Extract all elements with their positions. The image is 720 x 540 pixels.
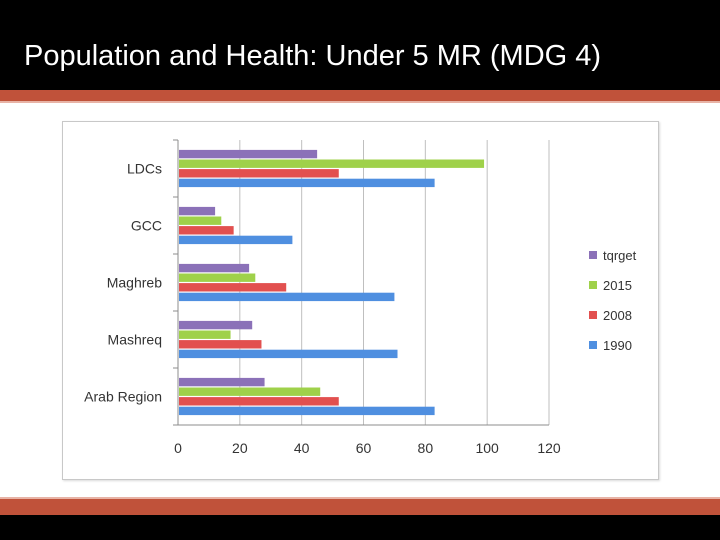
accent-stripe-bottom-thin (0, 497, 720, 499)
legend-swatch (589, 251, 597, 259)
title-bar: Population and Health: Under 5 MR (MDG 4… (0, 0, 720, 90)
x-tick-label: 40 (294, 440, 310, 456)
bar (179, 387, 321, 396)
bar (179, 283, 287, 292)
x-tick-label: 100 (475, 440, 499, 456)
bar (179, 149, 318, 159)
bar (179, 397, 339, 406)
bar (179, 263, 250, 273)
bar (179, 273, 256, 282)
category-label: GCC (131, 218, 162, 234)
legend-swatch (589, 341, 597, 349)
accent-stripe-top-thin (0, 101, 720, 103)
bar (179, 406, 435, 416)
legend-label: 2008 (603, 308, 632, 323)
bar (179, 206, 216, 216)
chart-frame: 0 20 40 60 80 100 120 LDCs GCC Maghreb Mashreq Arab… (62, 121, 659, 480)
bar (179, 340, 262, 349)
slide-title: Population and Health: Under 5 MR (MDG 4… (24, 40, 602, 72)
category-label: Mashreq (108, 332, 162, 348)
x-tick-label: 0 (174, 440, 182, 456)
bar (179, 292, 395, 302)
x-tick-label: 20 (232, 440, 248, 456)
legend-swatch (589, 281, 597, 289)
bar (179, 349, 398, 359)
x-tick-label: 120 (537, 440, 561, 456)
accent-stripe-bottom (0, 499, 720, 515)
category-label: LDCs (127, 161, 162, 177)
bar (179, 377, 265, 387)
bar (179, 226, 234, 235)
category-label: Maghreb (107, 275, 162, 291)
legend-label: 2015 (603, 278, 632, 293)
legend-label: 1990 (603, 338, 632, 353)
bar (179, 330, 231, 339)
legend-label: tqrget (603, 248, 637, 263)
bar-chart: 0 20 40 60 80 100 120 LDCs GCC Maghreb Mashreq Arab… (84, 139, 637, 456)
bar (179, 235, 293, 245)
legend-swatch (589, 311, 597, 319)
bar (179, 178, 435, 188)
accent-stripe-top (0, 90, 720, 101)
bar (179, 169, 339, 178)
x-tick-label: 60 (356, 440, 372, 456)
bar (179, 320, 253, 330)
bar (179, 159, 485, 168)
category-label: Arab Region (84, 389, 162, 405)
bar (179, 216, 222, 225)
footer-bar (0, 515, 720, 540)
x-tick-label: 80 (418, 440, 434, 456)
